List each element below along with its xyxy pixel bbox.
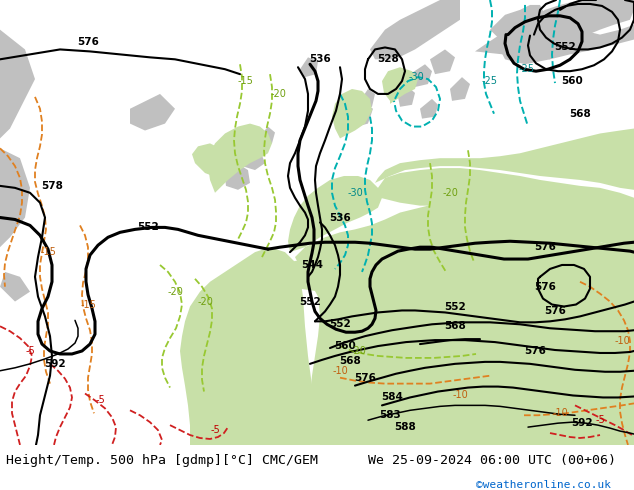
Text: 576: 576 (524, 346, 546, 356)
Text: 536: 536 (329, 213, 351, 222)
Polygon shape (398, 87, 415, 107)
Text: 552: 552 (444, 301, 466, 312)
Polygon shape (192, 144, 225, 178)
Text: -30: -30 (408, 72, 424, 82)
Text: 536: 536 (309, 54, 331, 64)
Polygon shape (490, 5, 545, 38)
Polygon shape (410, 64, 432, 87)
Text: 552: 552 (554, 43, 576, 52)
Polygon shape (360, 89, 375, 109)
Text: -20: -20 (270, 89, 286, 99)
Polygon shape (0, 30, 35, 138)
Polygon shape (180, 247, 315, 445)
Polygon shape (420, 99, 438, 119)
Polygon shape (355, 104, 373, 126)
Text: 568: 568 (444, 321, 466, 331)
Text: 528: 528 (377, 54, 399, 64)
Polygon shape (0, 148, 30, 247)
Text: -20: -20 (167, 287, 183, 296)
Text: -10: -10 (452, 391, 468, 400)
Polygon shape (382, 67, 418, 104)
Text: 584: 584 (381, 392, 403, 402)
Polygon shape (208, 123, 272, 193)
Text: -20: -20 (197, 296, 213, 307)
Text: -10: -10 (614, 336, 630, 346)
Text: 578: 578 (41, 181, 63, 191)
Polygon shape (332, 89, 372, 138)
Text: -15: -15 (80, 299, 96, 310)
Polygon shape (375, 128, 634, 190)
Text: We 25-09-2024 06:00 UTC (00+06): We 25-09-2024 06:00 UTC (00+06) (368, 454, 616, 467)
Polygon shape (370, 0, 460, 59)
Text: -15: -15 (237, 76, 253, 86)
Text: -10: -10 (552, 408, 568, 418)
Text: 592: 592 (571, 418, 593, 428)
Polygon shape (258, 126, 275, 147)
Polygon shape (500, 24, 634, 64)
Text: -5: -5 (95, 395, 105, 405)
Polygon shape (260, 249, 422, 296)
Polygon shape (295, 200, 634, 445)
Text: 568: 568 (339, 356, 361, 366)
Polygon shape (365, 203, 634, 330)
Text: 560: 560 (561, 76, 583, 86)
Text: 576: 576 (77, 37, 99, 47)
Polygon shape (475, 0, 634, 59)
Text: 588: 588 (394, 422, 416, 432)
Polygon shape (378, 168, 634, 249)
Text: 576: 576 (534, 282, 556, 292)
Text: 552: 552 (329, 319, 351, 329)
Text: 576: 576 (354, 373, 376, 383)
Text: -20: -20 (350, 346, 366, 356)
Text: 560: 560 (334, 341, 356, 351)
Text: Height/Temp. 500 hPa [gdmp][°C] CMC/GEM: Height/Temp. 500 hPa [gdmp][°C] CMC/GEM (6, 454, 318, 467)
Text: 583: 583 (379, 410, 401, 420)
Text: -10: -10 (332, 366, 348, 376)
Text: 576: 576 (534, 242, 556, 252)
Polygon shape (225, 163, 250, 190)
Text: -25: -25 (519, 64, 535, 74)
Text: ©weatheronline.co.uk: ©weatheronline.co.uk (476, 480, 611, 490)
Text: 552: 552 (137, 222, 159, 232)
Text: -30: -30 (347, 188, 363, 198)
Polygon shape (376, 252, 428, 326)
Polygon shape (130, 94, 175, 130)
Text: -15: -15 (40, 247, 56, 257)
Text: 552: 552 (299, 296, 321, 307)
Text: 544: 544 (301, 260, 323, 270)
Text: -5: -5 (210, 425, 220, 435)
Polygon shape (238, 144, 265, 170)
Polygon shape (450, 77, 470, 101)
Text: -20: -20 (442, 188, 458, 198)
Text: -25: -25 (482, 76, 498, 86)
Text: 576: 576 (544, 306, 566, 317)
Polygon shape (430, 49, 455, 74)
Polygon shape (190, 393, 634, 445)
Text: 568: 568 (569, 109, 591, 119)
Polygon shape (288, 176, 382, 252)
Polygon shape (0, 272, 30, 301)
Text: 592: 592 (44, 359, 66, 369)
Text: -5: -5 (25, 346, 35, 356)
Text: -5: -5 (595, 415, 605, 425)
Polygon shape (300, 57, 318, 77)
